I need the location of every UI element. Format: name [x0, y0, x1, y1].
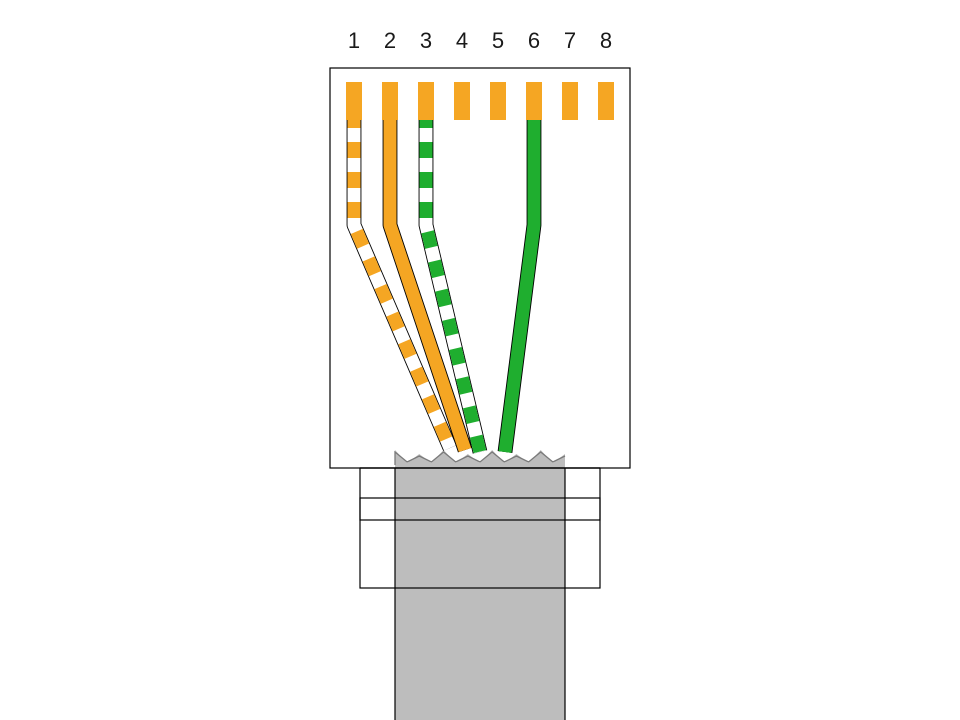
pin-label-2: 2	[372, 28, 408, 54]
pin-label-6: 6	[516, 28, 552, 54]
pin-label-1: 1	[336, 28, 372, 54]
pin-label-3: 3	[408, 28, 444, 54]
pin-label-5: 5	[480, 28, 516, 54]
rj45-svg	[0, 0, 960, 720]
pin-label-8: 8	[588, 28, 624, 54]
pin-label-7: 7	[552, 28, 588, 54]
pin-label-4: 4	[444, 28, 480, 54]
diagram-stage: 12345678	[0, 0, 960, 720]
